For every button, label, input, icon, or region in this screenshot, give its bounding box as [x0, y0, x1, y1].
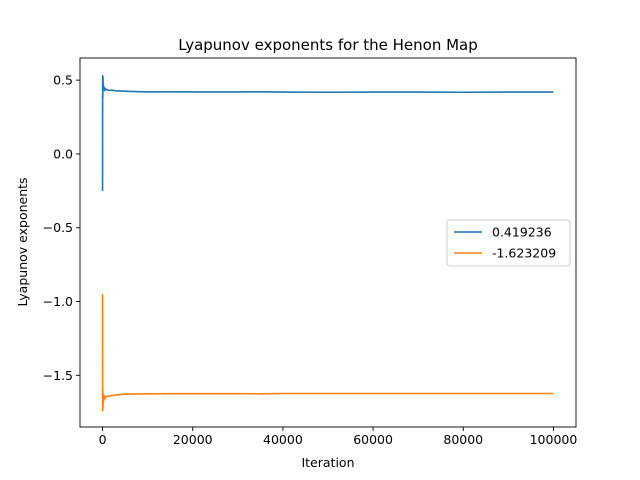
x-tick-label: 40000 [263, 432, 303, 447]
series-line-1 [101, 74, 554, 191]
x-tick-label: 100000 [530, 432, 578, 447]
y-tick-label: −1.5 [43, 368, 73, 383]
x-axis-label: Iteration [301, 455, 354, 470]
chart-title: Lyapunov exponents for the Henon Map [178, 36, 478, 54]
legend-label-2: -1.623209 [492, 246, 556, 261]
plot-area: 0 20000 40000 60000 80000 100000 0.5 0.0 −0.5 −1.… [43, 57, 578, 447]
x-tick-label: 20000 [173, 432, 213, 447]
y-axis-label: Lyapunov exponents [15, 177, 30, 306]
x-tick-label: 60000 [353, 432, 393, 447]
x-tick-label: 0 [99, 432, 107, 447]
series-line-2 [101, 294, 554, 412]
y-tick-label: −0.5 [43, 220, 73, 235]
legend: 0.419236 -1.623209 [446, 219, 571, 267]
y-tick-label: 0.0 [53, 146, 73, 161]
legend-label-1: 0.419236 [492, 225, 552, 240]
axes-frame [79, 57, 577, 428]
y-tick-label: −1.0 [43, 294, 73, 309]
y-tick-label: 0.5 [53, 73, 73, 88]
x-tick-label: 80000 [443, 432, 483, 447]
